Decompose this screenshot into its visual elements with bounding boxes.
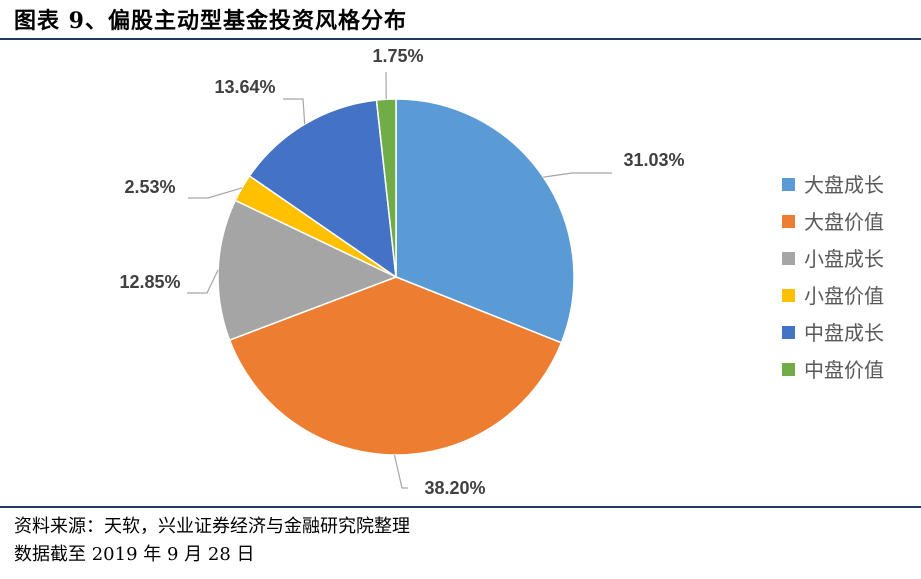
data-label-mid-value: 1.75% [372,46,423,66]
pie-chart-svg: 31.03% 38.20% 12.85% 2.53% 13.64% 1.75% 大盘成长大盘… [119,46,884,498]
legend-swatch-large-value [782,215,795,228]
data-label-large-value: 38.20% [424,478,485,498]
legend-swatch-small-value [782,289,795,302]
legend-swatch-large-growth [782,178,795,191]
leader-line-small-growth [187,269,219,294]
figure-title: 图表 9、偏股主动型基金投资风格分布 [14,8,407,34]
legend-label-large-value: 大盘价值 [804,210,884,234]
leader-line-small-value [188,187,243,199]
leader-line-mid-growth [283,98,306,125]
data-label-small-value: 2.53% [124,177,175,197]
data-label-small-growth: 12.85% [119,272,180,292]
data-label-large-growth: 31.03% [623,150,684,170]
legend-swatch-small-growth [782,252,795,265]
legend-label-small-value: 小盘价值 [804,284,884,308]
title-rule [0,38,921,40]
leader-line-large-growth [543,172,612,178]
legend-swatch-mid-growth [782,326,795,339]
footer-rule [0,506,921,508]
legend-label-large-growth: 大盘成长 [804,173,884,197]
pie-slice-small-growth [217,199,398,342]
leader-line-large-value [393,454,408,489]
legend-label-small-growth: 小盘成长 [804,247,884,271]
date-note: 数据截至 2019 年 9 月 28 日 [14,544,255,565]
pie-chart: 31.03% 38.20% 12.85% 2.53% 13.64% 1.75% 大盘成长大盘… [0,40,921,506]
legend-swatch-mid-value [782,363,795,376]
data-label-mid-growth: 13.64% [214,77,275,97]
source-note: 资料来源：天软，兴业证券经济与金融研究院整理 [14,516,410,537]
legend-label-mid-value: 中盘价值 [804,358,884,382]
legend-label-mid-growth: 中盘成长 [804,321,884,345]
pie-slice-large-value [228,276,563,456]
